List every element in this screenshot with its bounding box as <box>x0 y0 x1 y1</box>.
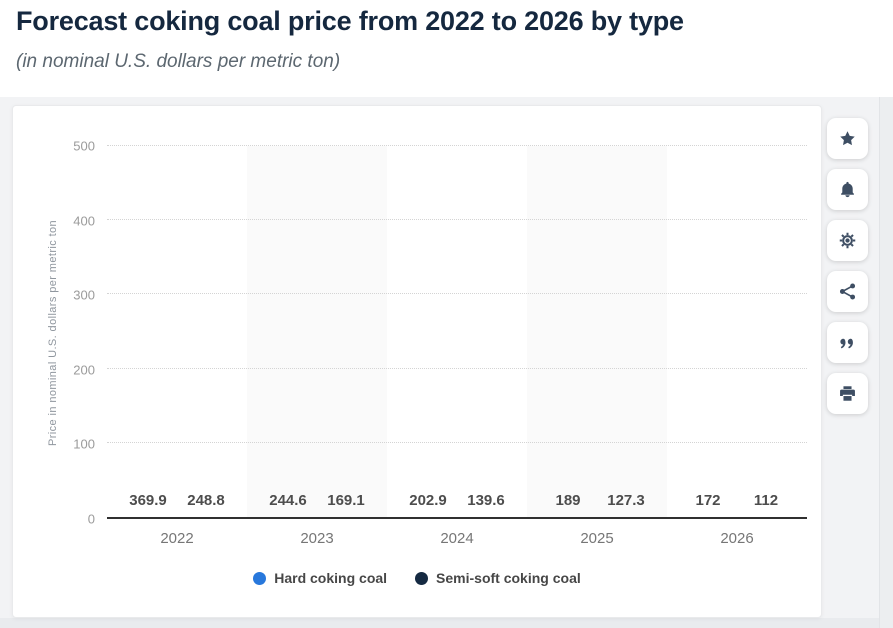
bar-value-label: 127.3 <box>607 492 645 509</box>
bar-value-label: 189 <box>555 492 581 509</box>
gridline <box>107 441 807 443</box>
print-button[interactable] <box>827 373 868 414</box>
favorite-button[interactable] <box>827 118 868 159</box>
gear-icon <box>839 232 856 249</box>
bar-value-label: 139.6 <box>467 492 505 509</box>
chart-column: 189 127.3 2025 <box>527 146 667 547</box>
bottom-strip <box>0 618 893 628</box>
legend: Hard coking coal Semi-soft coking coal <box>13 570 821 586</box>
star-icon <box>839 130 856 147</box>
bar-value-label: 369.9 <box>129 492 167 509</box>
x-axis-label: 2022 <box>160 530 194 547</box>
y-tick-label: 200 <box>73 362 95 378</box>
cite-button[interactable] <box>827 322 868 363</box>
x-axis-label: 2026 <box>720 530 754 547</box>
page-title: Forecast coking coal price from 2022 to … <box>16 6 684 36</box>
bar-value-label: 244.6 <box>269 492 307 509</box>
x-axis-label: 2025 <box>580 530 614 547</box>
quote-icon <box>839 334 856 351</box>
page-subtitle: (in nominal U.S. dollars per metric ton) <box>16 51 341 72</box>
header: Forecast coking coal price from 2022 to … <box>16 6 876 73</box>
legend-dot <box>415 571 429 585</box>
bar-value-label: 112 <box>753 492 779 509</box>
chart-column: 172 112 2026 <box>667 146 807 547</box>
legend-dot <box>253 571 267 585</box>
gridline <box>107 219 807 221</box>
y-tick-label: 0 <box>87 511 95 527</box>
y-tick-label: 100 <box>73 436 95 452</box>
bar-value-label: 169.1 <box>327 492 365 509</box>
gridline <box>107 145 807 146</box>
share-button[interactable] <box>827 271 868 312</box>
bar-value-label: 202.9 <box>409 492 447 509</box>
chart-column: 244.6 169.1 2023 <box>247 146 387 547</box>
bell-icon <box>839 181 856 198</box>
chart-column: 369.9 248.8 2022 <box>107 146 247 547</box>
chart-card: Price in nominal U.S. dollars per metric… <box>12 105 822 618</box>
legend-item[interactable]: Semi-soft coking coal <box>415 570 581 586</box>
x-axis-label: 2024 <box>440 530 474 547</box>
chart-columns: 369.9 248.8 2022 244.6 169.1 2023 202.9 139.6 20… <box>107 146 807 547</box>
legend-label: Hard coking coal <box>274 570 388 586</box>
plot-area: 369.9 248.8 2022 244.6 169.1 2023 202.9 139.6 20… <box>107 145 807 547</box>
y-tick-label: 400 <box>73 213 95 229</box>
alerts-button[interactable] <box>827 169 868 210</box>
toolbar <box>827 118 868 414</box>
legend-item[interactable]: Hard coking coal <box>253 570 387 586</box>
gridline <box>107 293 807 295</box>
share-icon <box>839 283 856 300</box>
y-tick-label: 300 <box>73 287 95 303</box>
y-axis-ticks: 0 100 200 300 400 500 <box>13 139 95 527</box>
settings-button[interactable] <box>827 220 868 261</box>
gridline <box>107 367 807 369</box>
page-scrollbar[interactable] <box>879 97 893 628</box>
x-axis-label: 2023 <box>300 530 334 547</box>
chart-column: 202.9 139.6 2024 <box>387 146 527 547</box>
bar-value-label: 248.8 <box>187 492 225 509</box>
y-tick-label: 500 <box>73 138 95 154</box>
legend-label: Semi-soft coking coal <box>436 570 581 586</box>
bar-value-label: 172 <box>695 492 721 509</box>
print-icon <box>839 385 856 402</box>
